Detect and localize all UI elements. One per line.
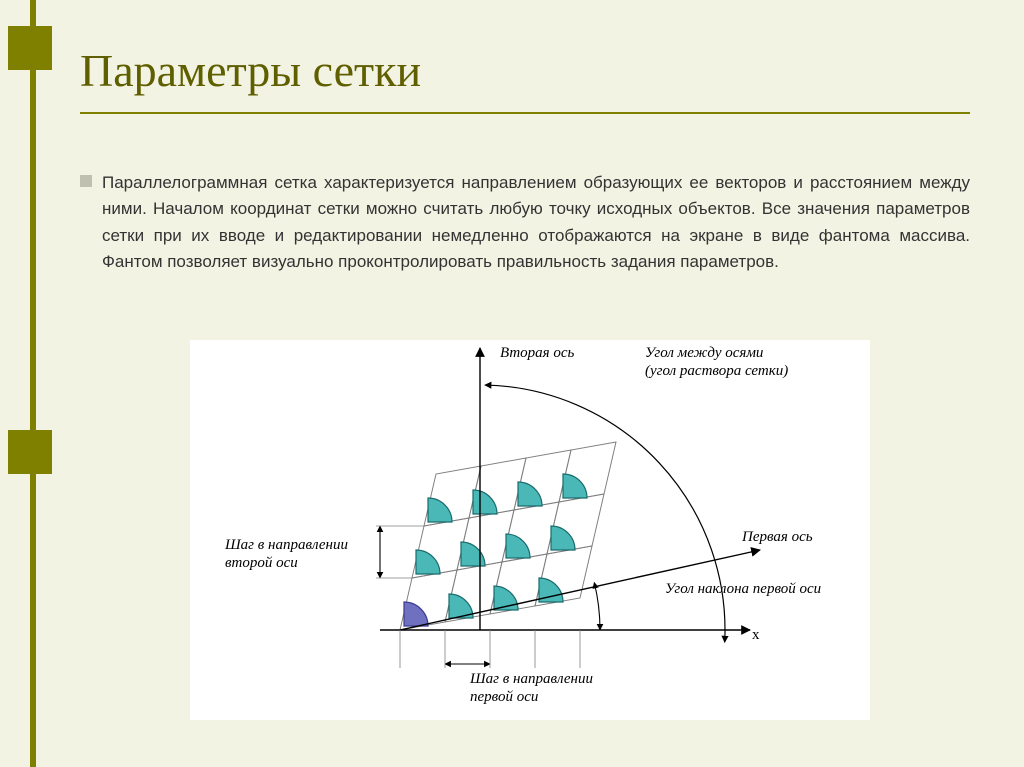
decor-square-bottom [8,430,52,474]
grid-diagram: Вторая ось Угол между осями (угол раство… [190,340,870,720]
decor-square-top [8,26,52,70]
label-tilt: Угол наклона первой оси [665,580,821,598]
page-title: Параметры сетки [80,44,421,97]
body-paragraph: Параллелограммная сетка характеризуется … [102,170,970,275]
label-step2-1: Шаг в направлении [225,536,348,554]
label-step1-1: Шаг в направлении [470,670,593,688]
label-step1-2: первой оси [470,688,538,706]
label-angle-between-1: Угол между осями [645,344,763,362]
label-axis2: Вторая ось [500,344,574,362]
label-angle-between-2: (угол раствора сетки) [645,362,788,380]
label-axis1: Первая ось [742,528,813,546]
label-x: x [752,626,760,644]
bullet-icon [80,175,92,187]
decor-vertical-bar [30,0,36,767]
title-rule [80,112,970,114]
label-step2-2: второй оси [225,554,298,572]
